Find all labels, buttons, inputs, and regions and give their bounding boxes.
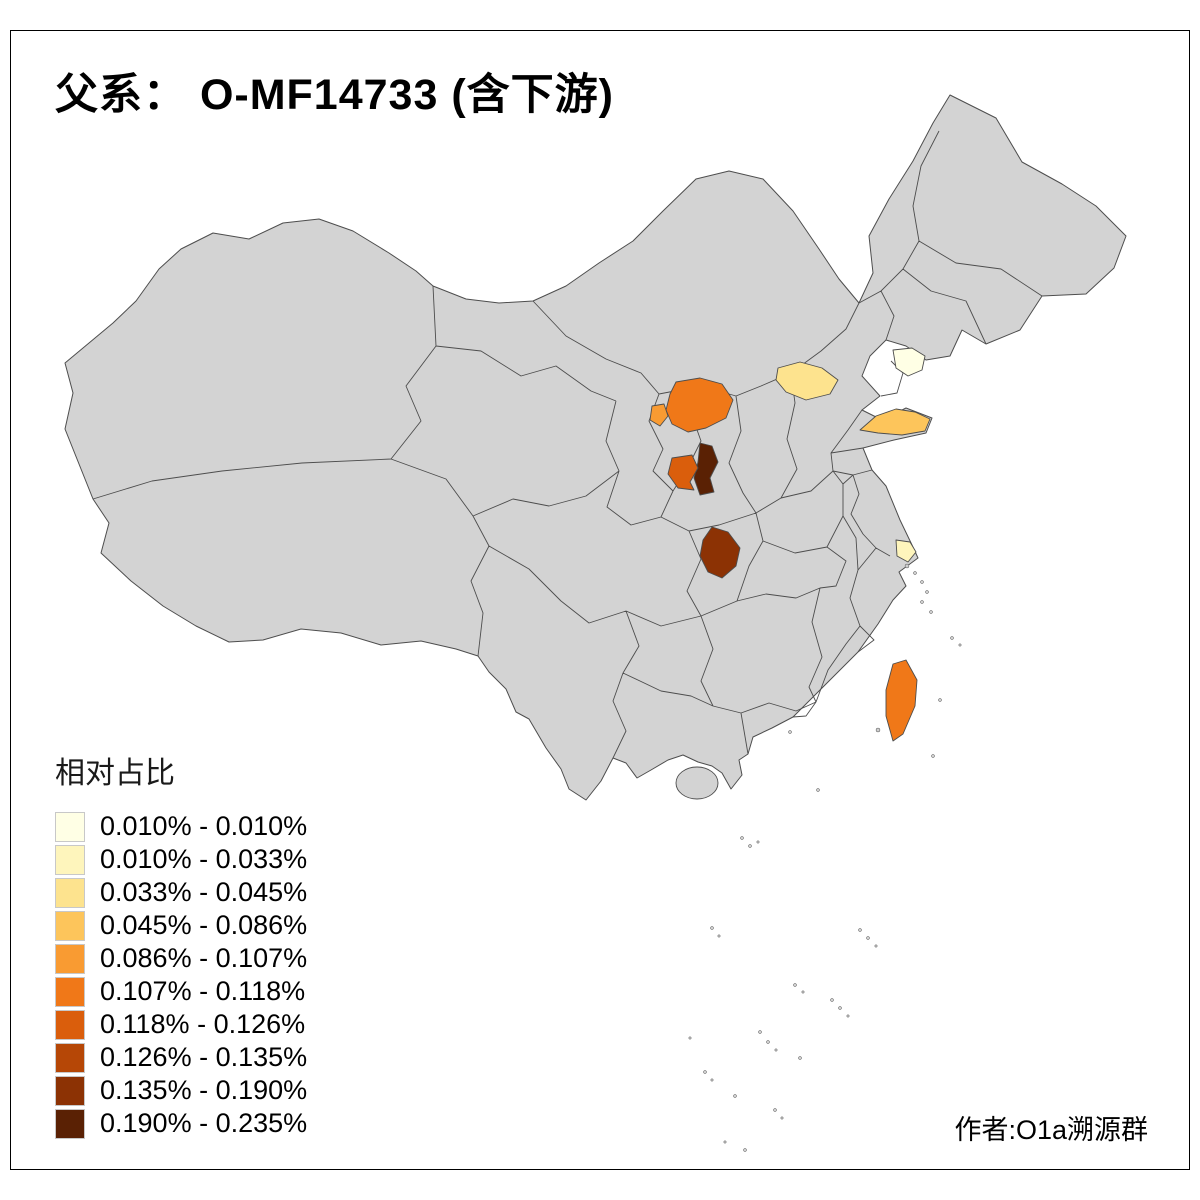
province-borders: [92, 130, 1043, 759]
region-chongqing: [699, 526, 741, 579]
legend-label: 0.118% - 0.126%: [100, 1009, 306, 1039]
legend-swatch: [55, 1075, 85, 1106]
legend-label: 0.045% - 0.086%: [100, 910, 308, 940]
legend-row: 0.107% - 0.118%: [55, 975, 307, 1008]
legend: 相对占比 0.010% - 0.010% 0.010% - 0.033% 0.0…: [55, 748, 307, 1140]
chart-title: 父系： O-MF14733 (含下游): [55, 71, 614, 119]
region-guanzhong-west: [667, 454, 699, 491]
legend-label: 0.010% - 0.033%: [100, 844, 308, 874]
legend-label: 0.033% - 0.045%: [100, 877, 308, 907]
region-north-hebei: [775, 361, 839, 401]
legend-title: 相对占比: [55, 757, 175, 790]
region-ningxia-area: [649, 403, 669, 427]
legend-label: 0.086% - 0.107%: [100, 943, 308, 973]
region-shandong-peninsula: [859, 408, 931, 436]
legend-row: 0.033% - 0.045%: [55, 876, 307, 909]
legend-row: 0.135% - 0.190%: [55, 1074, 307, 1107]
legend-label: 0.010% - 0.010%: [100, 811, 308, 841]
legend-row: 0.118% - 0.126%: [55, 1008, 307, 1041]
china-mainland: [64, 94, 1127, 801]
figure-border: [10, 30, 1190, 1170]
legend-row: 0.045% - 0.086%: [55, 909, 307, 942]
highlighted-regions: [649, 347, 931, 742]
legend-row: 0.190% - 0.235%: [55, 1107, 307, 1140]
legend-label: 0.190% - 0.235%: [100, 1108, 308, 1138]
legend-row: 0.010% - 0.033%: [55, 843, 307, 876]
hainan-island: [675, 766, 719, 800]
region-north-shaanxi-ordos: [665, 377, 734, 433]
legend-row: 0.086% - 0.107%: [55, 942, 307, 975]
region-shanghai: [895, 539, 917, 563]
attribution: 作者:O1a溯源群: [954, 1115, 1148, 1145]
region-taiwan: [885, 659, 918, 742]
legend-swatch: [55, 1042, 85, 1073]
legend-swatch: [55, 1108, 85, 1139]
legend-swatch: [55, 811, 85, 842]
legend-swatch: [55, 910, 85, 941]
legend-label: 0.126% - 0.135%: [100, 1042, 308, 1072]
legend-swatch: [55, 943, 85, 974]
legend-swatch: [55, 844, 85, 875]
small-islands: [688, 563, 962, 1152]
legend-label: 0.107% - 0.118%: [100, 976, 306, 1006]
legend-row: 0.010% - 0.010%: [55, 810, 307, 843]
region-beijing: [892, 347, 926, 377]
legend-row: 0.126% - 0.135%: [55, 1041, 307, 1074]
legend-label: 0.135% - 0.190%: [100, 1075, 308, 1105]
legend-swatch: [55, 877, 85, 908]
legend-swatch: [55, 1009, 85, 1040]
legend-swatch: [55, 976, 85, 1007]
